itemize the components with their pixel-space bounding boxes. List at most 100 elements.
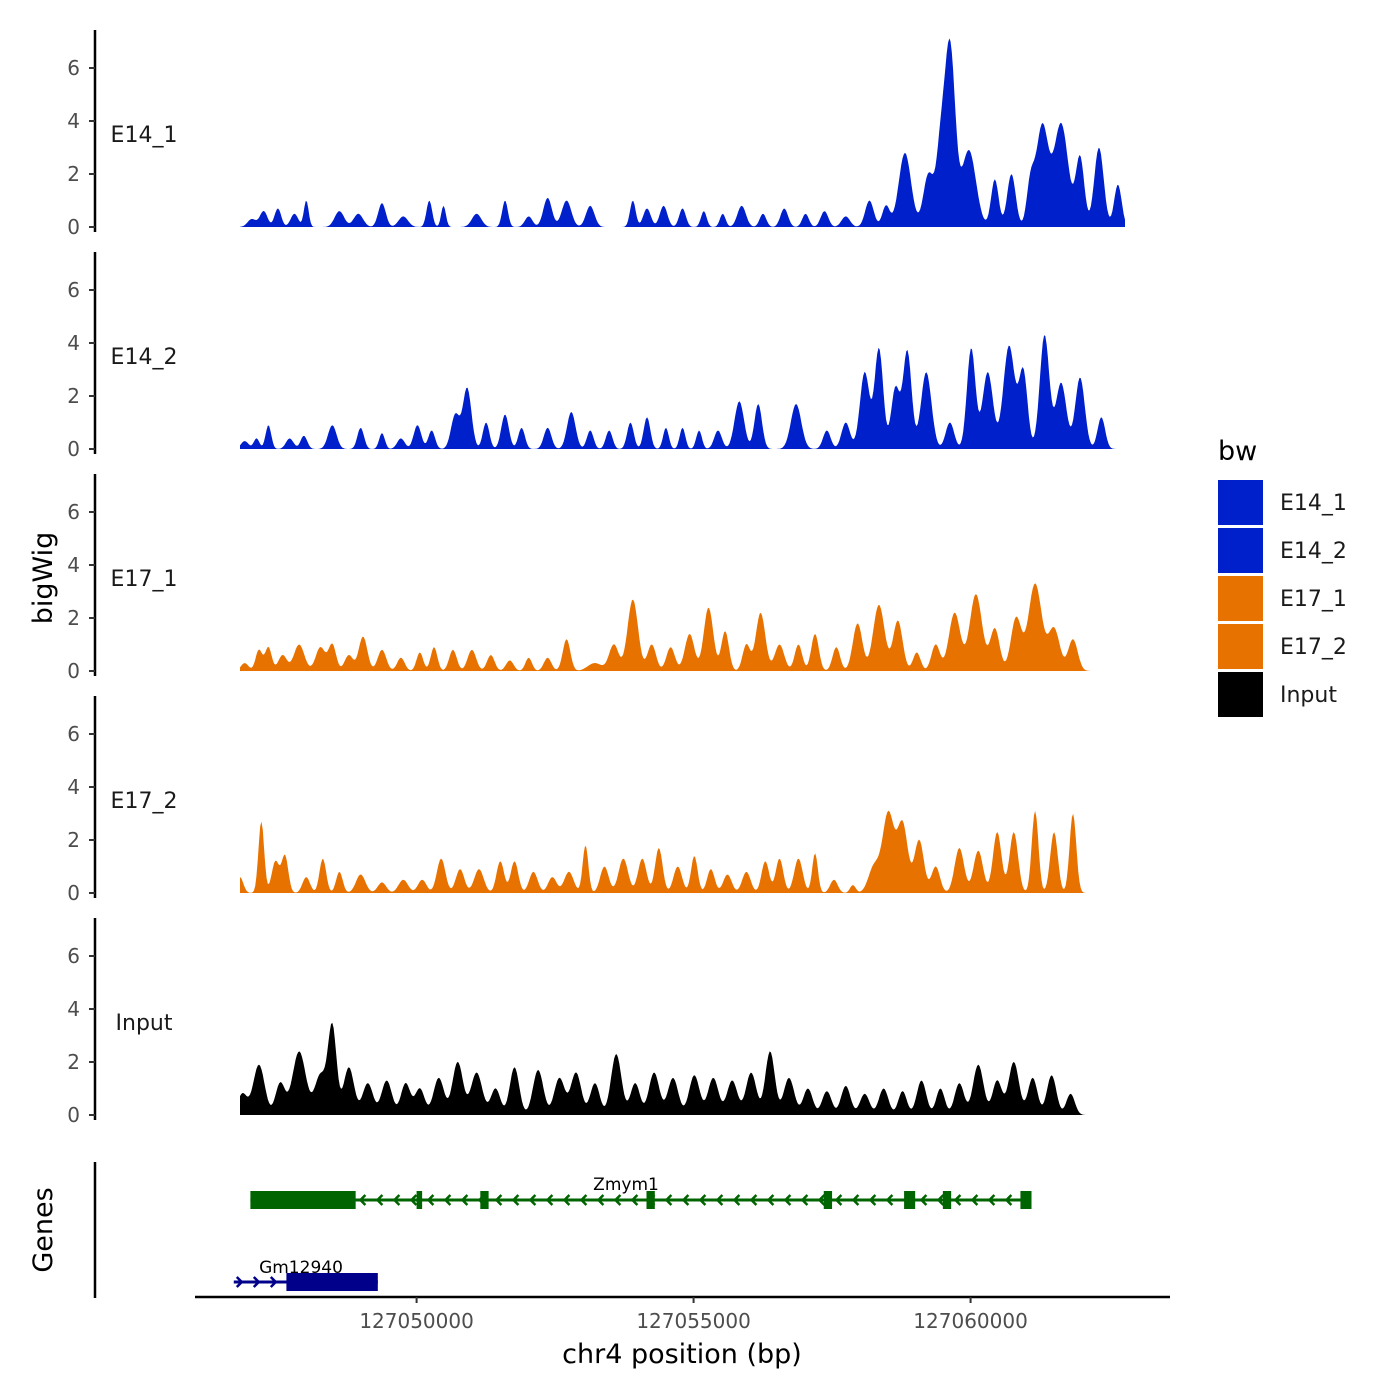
track-E14_2: 0 2 4 6 E14_2 bbox=[67, 252, 1125, 461]
x-ticks: 127050000 127055000 127060000 bbox=[359, 1297, 1028, 1333]
gene-exon bbox=[942, 1191, 952, 1209]
bigwig-tracks: 0 2 4 6 E14_1 0 2 4 6 E14_2 0 2 4 6 E17_1 0 2 4 6 E17_2 0 2 4 6… bbox=[67, 30, 1125, 1127]
legend-key-Input bbox=[1218, 672, 1263, 717]
gene-Zmym1: Zmym1 bbox=[250, 1175, 1032, 1209]
strand-chevron bbox=[409, 1194, 418, 1206]
strand-chevron bbox=[970, 1194, 979, 1206]
track-E14_1: 0 2 4 6 E14_1 bbox=[67, 30, 1125, 239]
strand-chevron bbox=[919, 1194, 928, 1206]
y-tick-label: 6 bbox=[67, 944, 80, 968]
y-tick-label: 0 bbox=[67, 1103, 80, 1127]
strand-chevron bbox=[358, 1194, 367, 1206]
y-tick-label: 4 bbox=[67, 331, 80, 355]
strand-chevron bbox=[630, 1194, 639, 1206]
legend-title: bw bbox=[1218, 436, 1257, 467]
legend-items: E14_1 E14_2 E17_1 E17_2 Input bbox=[1218, 480, 1347, 717]
track-label: E14_1 bbox=[111, 123, 178, 148]
x-tick-label: 127055000 bbox=[636, 1309, 751, 1333]
gene-Gm12940: Gm12940 bbox=[233, 1258, 378, 1291]
track-label: Input bbox=[116, 1011, 173, 1036]
coverage-area-E14_1 bbox=[240, 38, 1125, 228]
legend-label: E17_2 bbox=[1280, 635, 1347, 660]
x-axis: 127050000 127055000 127060000 chr4 positio… bbox=[195, 1295, 1170, 1370]
gene-exon bbox=[250, 1191, 356, 1209]
strand-chevron bbox=[460, 1194, 469, 1206]
x-tick-label: 127050000 bbox=[359, 1309, 474, 1333]
y-tick-label: 2 bbox=[67, 384, 80, 408]
strand-chevron bbox=[664, 1194, 673, 1206]
y-tick-label: 2 bbox=[67, 1050, 80, 1074]
strand-chevron bbox=[868, 1194, 877, 1206]
track-Input: 0 2 4 6 Input bbox=[67, 918, 1125, 1127]
strand-chevron bbox=[732, 1194, 741, 1206]
y-tick-label: 0 bbox=[67, 215, 80, 239]
strand-chevron bbox=[528, 1194, 537, 1206]
legend-label: E14_1 bbox=[1280, 491, 1347, 516]
y-tick-label: 4 bbox=[67, 997, 80, 1021]
strand-chevron bbox=[511, 1194, 520, 1206]
gene-models: Zmym1 Gm12940 bbox=[233, 1175, 1032, 1291]
strand-chevron bbox=[579, 1194, 588, 1206]
track-E17_2: 0 2 4 6 E17_2 bbox=[67, 696, 1125, 905]
y-tick-label: 0 bbox=[67, 659, 80, 683]
track-label: E17_2 bbox=[111, 789, 178, 814]
strand-chevron bbox=[681, 1194, 690, 1206]
coverage-area-E14_2 bbox=[240, 335, 1125, 449]
gene-exon bbox=[646, 1191, 655, 1209]
y-tick-label: 6 bbox=[67, 278, 80, 302]
strand-chevron bbox=[698, 1194, 707, 1206]
strand-chevron bbox=[885, 1194, 894, 1206]
y-tick-label: 0 bbox=[67, 437, 80, 461]
x-tick-label: 127060000 bbox=[913, 1309, 1028, 1333]
strand-chevron bbox=[817, 1194, 826, 1206]
strand-chevron bbox=[545, 1194, 554, 1206]
strand-chevron bbox=[392, 1194, 401, 1206]
strand-chevron bbox=[613, 1194, 622, 1206]
genes-title: Genes bbox=[28, 1187, 59, 1272]
strand-chevron bbox=[1004, 1194, 1013, 1206]
strand-chevron bbox=[443, 1194, 452, 1206]
y-tick-label: 4 bbox=[67, 553, 80, 577]
coverage-area-E17_2 bbox=[240, 810, 1125, 893]
strand-chevron bbox=[562, 1194, 571, 1206]
y-tick-label: 2 bbox=[67, 606, 80, 630]
strand-chevron bbox=[953, 1194, 962, 1206]
y-tick-label: 4 bbox=[67, 775, 80, 799]
strand-chevron bbox=[936, 1194, 945, 1206]
gene-label: Zmym1 bbox=[593, 1175, 659, 1195]
legend-label: E14_2 bbox=[1280, 539, 1347, 564]
strand-chevron bbox=[375, 1194, 384, 1206]
coverage-area-E17_1 bbox=[240, 583, 1125, 671]
strand-chevron bbox=[715, 1194, 724, 1206]
legend-label: E17_1 bbox=[1280, 587, 1347, 612]
strand-chevron bbox=[252, 1276, 261, 1288]
gene-exon bbox=[904, 1191, 916, 1209]
track-label: E17_1 bbox=[111, 567, 178, 592]
legend-key-E14_2 bbox=[1218, 528, 1263, 573]
x-axis-title: chr4 position (bp) bbox=[562, 1339, 802, 1370]
gene-label: Gm12940 bbox=[259, 1258, 343, 1278]
y-tick-label: 0 bbox=[67, 881, 80, 905]
gene-exon bbox=[416, 1191, 423, 1209]
strand-chevron bbox=[596, 1194, 605, 1206]
strand-chevron bbox=[987, 1194, 996, 1206]
y-tick-label: 2 bbox=[67, 828, 80, 852]
track-label: E14_2 bbox=[111, 345, 178, 370]
y-tick-label: 6 bbox=[67, 56, 80, 80]
gene-exon bbox=[286, 1273, 378, 1291]
coverage-area-Input bbox=[240, 1022, 1125, 1115]
y-tick-label: 2 bbox=[67, 162, 80, 186]
y-axis-title: bigWig bbox=[28, 532, 59, 625]
strand-chevron bbox=[834, 1194, 843, 1206]
strand-chevron bbox=[269, 1276, 278, 1288]
track-E17_1: 0 2 4 6 E17_1 bbox=[67, 474, 1125, 683]
gene-exon bbox=[823, 1191, 833, 1209]
gene-exon bbox=[480, 1191, 489, 1209]
y-tick-label: 4 bbox=[67, 109, 80, 133]
legend-key-E14_1 bbox=[1218, 480, 1263, 525]
legend-label: Input bbox=[1280, 683, 1337, 708]
gene-exon bbox=[1020, 1191, 1032, 1209]
legend-key-E17_2 bbox=[1218, 624, 1263, 669]
strand-chevron bbox=[800, 1194, 809, 1206]
